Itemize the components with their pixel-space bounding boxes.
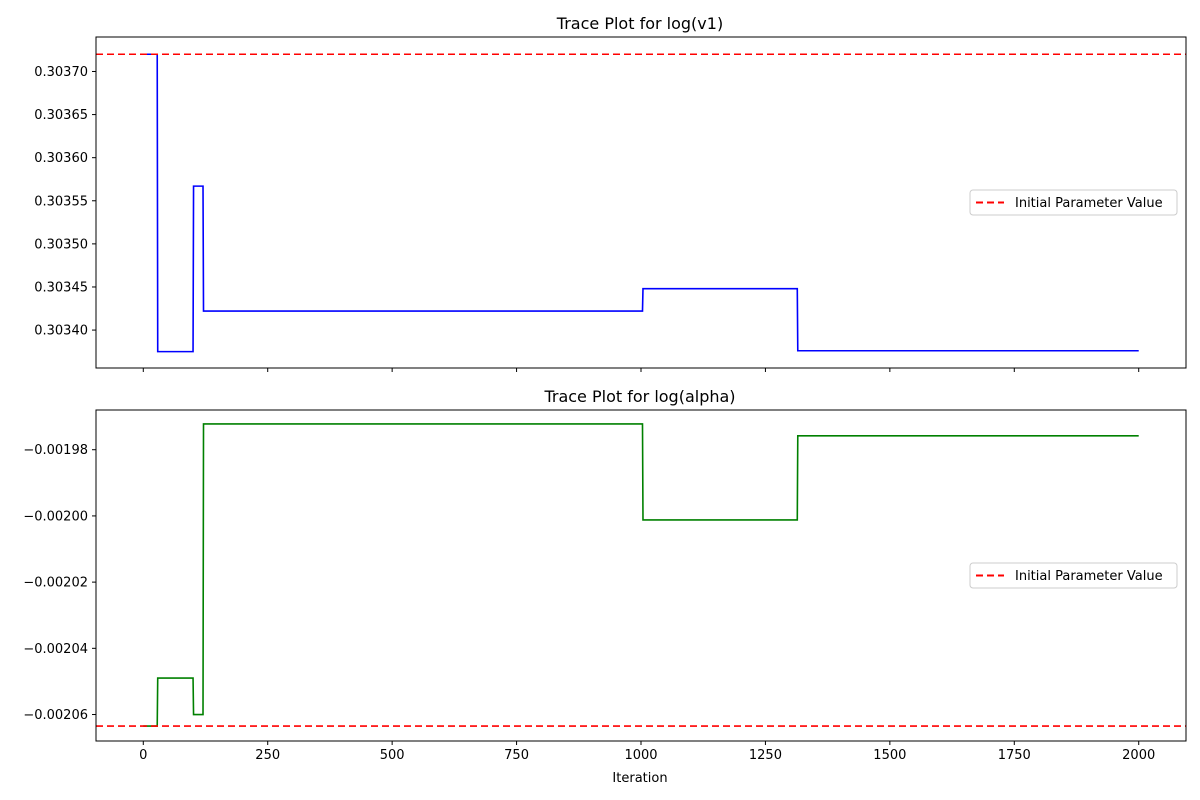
chart-title: Trace Plot for log(v1) bbox=[556, 14, 723, 33]
legend-label: Initial Parameter Value bbox=[1015, 196, 1163, 211]
x-tick-label: 1750 bbox=[998, 748, 1031, 763]
x-tick-label: 750 bbox=[504, 748, 529, 763]
y-tick-label: 0.30360 bbox=[34, 151, 88, 166]
legend-box bbox=[969, 562, 1178, 589]
x-tick-label: 500 bbox=[380, 748, 405, 763]
x-axis-label: Iteration bbox=[612, 771, 667, 786]
y-tick-label: −0.00200 bbox=[23, 509, 88, 524]
y-tick-label: −0.00198 bbox=[23, 443, 88, 458]
y-tick-label: 0.30350 bbox=[34, 237, 88, 252]
y-tick-label: 0.30365 bbox=[34, 108, 88, 123]
panel-log-v1: Trace Plot for log(v1) 0.303400.303450.3… bbox=[34, 14, 1187, 372]
legend: Initial Parameter Value bbox=[969, 562, 1178, 589]
y-tick-label: 0.30340 bbox=[34, 324, 88, 339]
x-tick-label: 1500 bbox=[873, 748, 906, 763]
y-tick-label: 0.30355 bbox=[34, 194, 88, 209]
legend-box bbox=[969, 189, 1178, 216]
legend: Initial Parameter Value bbox=[969, 189, 1178, 216]
series-line bbox=[143, 423, 1139, 727]
panel-log-alpha: Trace Plot for log(alpha) 0 250 500 750 1000… bbox=[23, 387, 1187, 786]
x-tick-label: 1000 bbox=[624, 748, 657, 763]
x-tick-label: 2000 bbox=[1122, 748, 1155, 763]
y-tick-label: −0.00206 bbox=[23, 708, 88, 723]
x-tick-label: 1250 bbox=[749, 748, 782, 763]
y-tick-label: 0.30345 bbox=[34, 280, 88, 295]
y-tick-label: 0.30370 bbox=[34, 65, 88, 80]
chart-title: Trace Plot for log(alpha) bbox=[543, 387, 735, 406]
plot-area bbox=[96, 53, 1186, 353]
x-tick-label: 0 bbox=[139, 748, 147, 763]
axis-ticks: 0 250 500 750 1000 1250 1500 1750 2000 −0.00206 −0… bbox=[23, 443, 1155, 763]
y-tick-label: −0.00202 bbox=[23, 576, 88, 591]
plot-area bbox=[96, 423, 1186, 727]
axis-ticks: 0.30340 0.30345 0.30350 0.30355 0.30360 0.303… bbox=[34, 65, 1140, 372]
series-line bbox=[143, 53, 1139, 353]
x-tick-label: 250 bbox=[255, 748, 280, 763]
legend-label: Initial Parameter Value bbox=[1015, 569, 1163, 584]
y-tick-label: −0.00204 bbox=[23, 642, 88, 657]
